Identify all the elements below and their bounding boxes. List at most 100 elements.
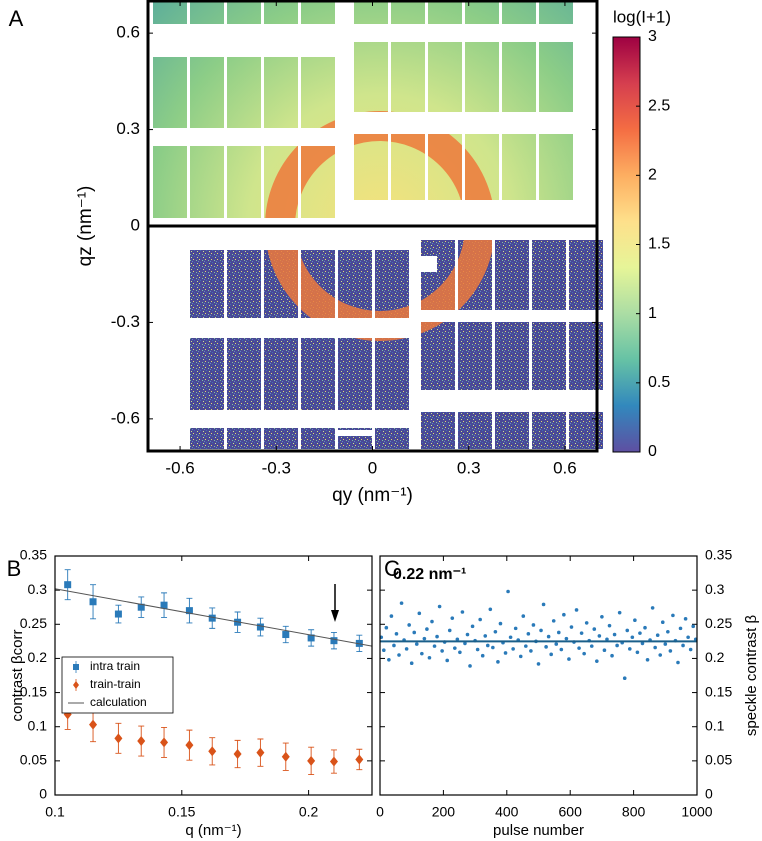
data-point	[582, 651, 586, 656]
detector-module	[227, 2, 261, 24]
y-tick-label: 0	[39, 786, 47, 802]
data-point	[688, 647, 693, 652]
data-point	[610, 653, 614, 658]
data-point	[567, 657, 571, 661]
data-point	[407, 623, 411, 627]
data-point	[615, 643, 619, 648]
detector-module	[227, 428, 261, 449]
calculation-line	[54, 588, 373, 647]
marker	[307, 755, 316, 766]
data-point	[409, 661, 414, 666]
data-point	[414, 642, 419, 646]
data-point	[595, 659, 599, 663]
data-point	[650, 606, 655, 610]
masked-area	[338, 430, 372, 436]
detector-module	[354, 134, 388, 200]
marker	[185, 607, 193, 615]
legend-box	[61, 656, 174, 714]
legend-label: calculation	[90, 695, 147, 709]
data-point	[447, 628, 452, 633]
colorbar	[612, 36, 641, 453]
x-tick-label: 0.3	[457, 458, 481, 477]
detector-module	[421, 322, 455, 390]
y-tick-label: 0.3	[705, 581, 725, 597]
panel-label: A	[9, 6, 24, 31]
data-point	[498, 621, 503, 626]
marker	[208, 746, 217, 757]
y-tick-label: 0.6	[116, 23, 140, 42]
data-point	[643, 625, 647, 630]
colorbar-tick-label: 3	[648, 28, 657, 45]
detector-module	[190, 146, 224, 218]
detector-module	[301, 338, 335, 410]
data-point	[607, 623, 612, 628]
colorbar-tick-label: 1	[648, 305, 657, 322]
colorbar-tick-label: 2	[648, 167, 657, 184]
data-point	[440, 649, 444, 653]
detector-module	[428, 42, 462, 112]
y-tick-label: 0.2	[705, 649, 725, 665]
x-tick-label: 0.2	[299, 804, 319, 820]
data-point	[493, 629, 498, 634]
colorbar-tick-label: 2.5	[648, 97, 670, 114]
data-point	[508, 635, 513, 640]
annotation: 0.22 nm⁻¹	[393, 566, 466, 583]
y-axis-label: speckle contrast β	[743, 615, 760, 737]
data-point	[453, 646, 457, 650]
legend-label: intra train	[90, 659, 140, 673]
detector-module	[532, 322, 566, 390]
data-point	[541, 602, 546, 607]
data-point	[404, 647, 409, 651]
marker	[256, 623, 264, 631]
detector-module	[458, 412, 492, 449]
data-point	[592, 627, 597, 631]
y-tick-label: -0.6	[111, 408, 140, 427]
data-point	[683, 617, 688, 621]
x-tick-label: 0	[368, 458, 377, 477]
y-tick-label: 0.3	[116, 119, 140, 138]
y-tick-label: 0.2	[28, 649, 48, 665]
data-point	[653, 645, 657, 650]
y-tick-label: -0.3	[111, 312, 140, 331]
data-point	[549, 652, 553, 657]
data-point	[564, 636, 569, 641]
y-tick-label: 0.3	[28, 581, 48, 597]
data-point	[627, 647, 632, 651]
data-point	[389, 614, 394, 618]
data-point	[521, 614, 526, 618]
marker	[114, 733, 123, 744]
data-point	[437, 604, 442, 609]
marker	[89, 598, 97, 606]
detector-module	[338, 338, 372, 410]
marker	[329, 756, 338, 767]
data-point	[569, 625, 574, 629]
legend-symbol	[73, 681, 79, 689]
detector-module	[428, 2, 462, 24]
data-point	[630, 635, 635, 640]
detector-module	[465, 42, 499, 112]
data-point	[605, 637, 609, 642]
detector-module	[190, 2, 224, 24]
y-tick-label: 0.15	[20, 683, 47, 699]
detector-module	[301, 428, 335, 449]
detector-module	[502, 134, 536, 200]
plot-frame	[54, 555, 373, 796]
data-point	[463, 641, 467, 646]
data-point	[556, 630, 561, 635]
x-tick-label: 400	[495, 804, 519, 820]
data-point	[597, 634, 602, 638]
marker	[282, 631, 290, 639]
detector-module	[495, 240, 529, 310]
data-point	[655, 633, 660, 638]
data-point	[483, 634, 488, 638]
data-point	[579, 631, 584, 635]
data-point	[574, 608, 579, 612]
data-point	[524, 644, 528, 648]
data-point	[681, 643, 685, 648]
data-point	[432, 644, 437, 648]
x-tick-label: 1000	[681, 804, 712, 820]
data-point	[544, 645, 548, 649]
data-point	[663, 642, 668, 646]
